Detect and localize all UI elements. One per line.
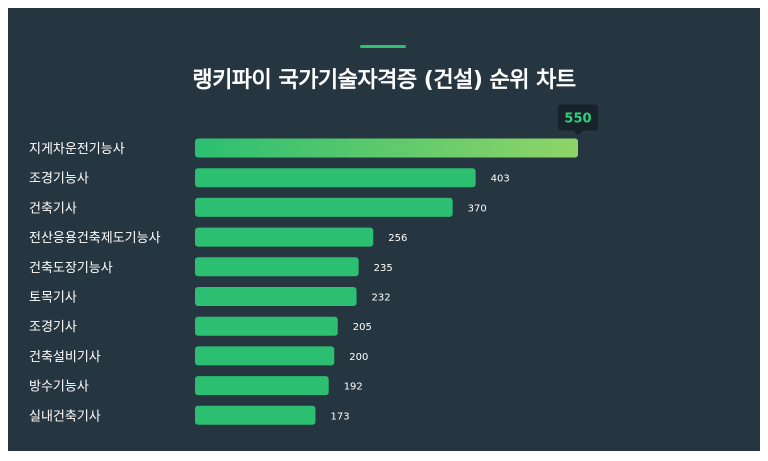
- value-label: 200: [349, 352, 368, 363]
- value-label: 232: [372, 293, 391, 304]
- chart-panel: 랭키파이 국가기술자격증 (건설) 순위 차트: [8, 8, 760, 451]
- title-accent-bar: [360, 45, 406, 48]
- bar[interactable]: [195, 138, 578, 158]
- bar[interactable]: [195, 346, 335, 366]
- chart-title: 랭키파이 국가기술자격증 (건설) 순위 차트: [192, 68, 576, 93]
- category-label: 전산응용건축제도기능사: [29, 231, 161, 246]
- bar[interactable]: [195, 168, 476, 188]
- bar[interactable]: [195, 227, 374, 247]
- bar[interactable]: [195, 287, 357, 306]
- category-label: 건축기사: [29, 201, 77, 216]
- value-label: 192: [344, 382, 363, 393]
- bar[interactable]: [195, 257, 359, 277]
- value-tooltip: 550: [558, 104, 598, 136]
- bar[interactable]: [195, 316, 338, 336]
- bar[interactable]: [195, 405, 316, 425]
- bar[interactable]: [195, 197, 453, 217]
- value-label: 235: [374, 263, 393, 274]
- category-label: 조경기사: [29, 320, 77, 335]
- value-label: 173: [330, 411, 349, 422]
- value-label: 403: [491, 174, 510, 185]
- value-label: 205: [353, 322, 372, 333]
- category-label: 건축설비기사: [29, 350, 101, 365]
- value-label: 256: [388, 233, 407, 244]
- category-label: 토목기사: [29, 291, 77, 306]
- category-label: 조경기능사: [29, 172, 89, 187]
- category-label: 건축도장기능사: [29, 261, 113, 276]
- tooltip-value: 550: [564, 112, 591, 127]
- tooltip-box: [558, 104, 598, 131]
- value-label: 370: [468, 203, 487, 214]
- category-label: 방수기능사: [29, 380, 89, 395]
- category-label: 실내건축기사: [29, 409, 101, 424]
- category-label: 지게차운전기능사: [29, 142, 125, 157]
- tooltip-pointer: [573, 130, 583, 136]
- bar[interactable]: [195, 376, 329, 396]
